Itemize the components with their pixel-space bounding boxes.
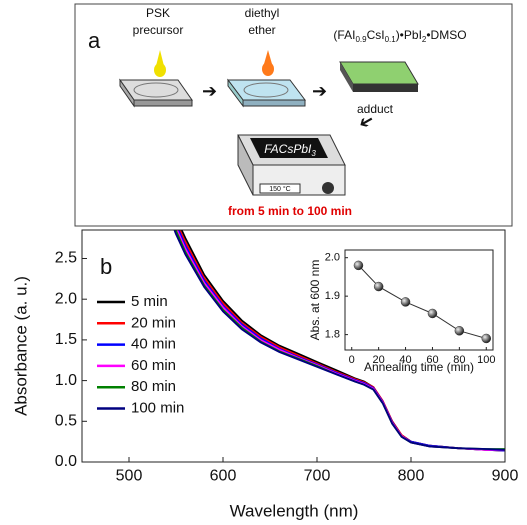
film-label: FACsPbI3 [264,142,316,158]
substrate [227,50,306,108]
y-axis-label: Absorbance (a. u.) [11,276,30,416]
x-tick-label: 100 [477,354,495,366]
x-tick-label: 500 [116,468,143,485]
arrow: ➔ [312,81,327,101]
x-tick-label: 80 [453,354,465,366]
step-label: diethyl [245,6,280,20]
legend-label: 20 min [131,314,176,331]
inset-y-label: Abs. at 600 nm [308,260,322,341]
step-label: ether [248,23,275,37]
legend-label: 80 min [131,378,176,395]
data-point [400,297,411,307]
inset-x-label: Annealing time (min) [364,360,474,374]
x-tick-label: 600 [210,468,237,485]
temperature: 150 °C [269,185,290,193]
x-tick-label: 900 [492,468,519,485]
adduct-film [339,61,419,92]
y-tick-label: 2.0 [325,252,340,264]
step-label: precursor [133,23,184,37]
y-tick-label: 1.9 [325,290,340,302]
panel-label: b [100,254,112,279]
formula: (FAI0.9CsI0.1)•PbI2•DMSO [333,28,466,44]
arrow: ➔ [202,81,217,101]
substrate [119,50,193,108]
data-point [427,308,438,319]
y-tick-label: 2.0 [55,290,77,307]
x-tick-label: 60 [426,354,438,366]
x-tick-label: 20 [373,354,385,366]
hotplate [237,134,346,196]
inset-chart: 0 20 40 60 80 100 1.8 1.9 2.0 [325,249,495,366]
legend-label: 100 min [131,399,184,416]
x-tick-label: 700 [304,468,331,485]
series-line [173,230,505,451]
y-tick-label: 1.8 [325,329,340,341]
data-point [373,281,384,292]
data-point [481,333,492,344]
y-tick-label: 1.5 [55,331,77,348]
inset-frame [344,249,494,351]
legend-label: 60 min [131,357,176,374]
y-tick-label: 2.5 [55,250,77,267]
x-axis-label: Wavelength (nm) [230,501,359,520]
y-tick-label: 0.5 [55,413,77,430]
adduct-label: adduct [357,102,394,116]
x-tick-label: 800 [398,468,425,485]
x-tick-label: 40 [399,354,411,366]
plot-frame [81,229,506,463]
step-label: PSK [146,6,170,20]
y-tick-label: 1.0 [55,372,77,389]
y-tick-label: 0.0 [55,453,77,470]
time-range: from 5 min to 100 min [228,204,352,218]
curves [173,230,505,452]
legend-label: 5 min [131,293,168,310]
data-point [454,326,465,336]
x-tick-label: 0 [349,354,355,366]
data-point [353,260,364,271]
legend-label: 40 min [131,336,176,353]
panel-label: a [88,28,101,53]
